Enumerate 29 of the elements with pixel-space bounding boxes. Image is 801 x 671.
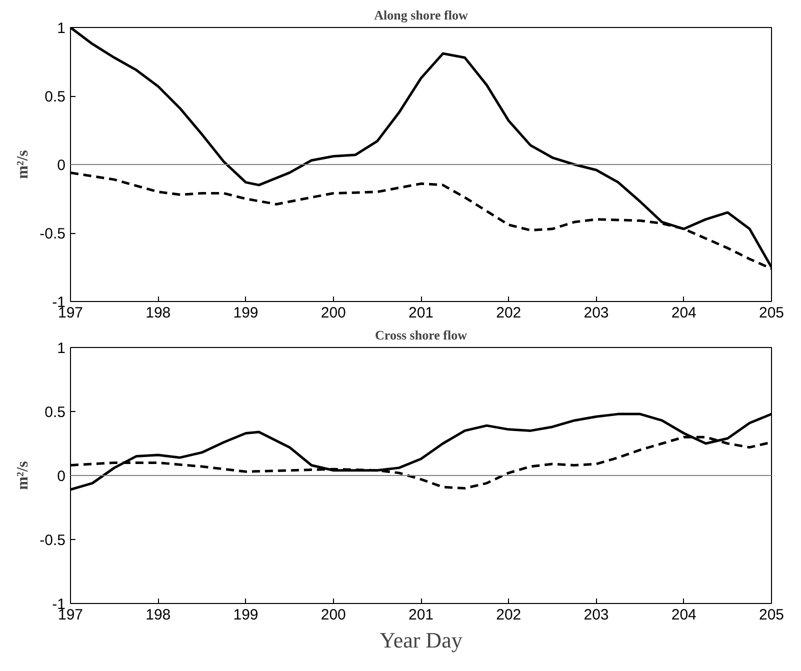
y-tick-label: 1 (57, 20, 66, 37)
x-tick-label: 204 (671, 606, 696, 624)
x-tick-label: 200 (320, 606, 346, 624)
y-tick-label: -0.5 (40, 226, 66, 242)
y-tick-label: 0 (57, 468, 66, 485)
y-tick-label: 1 (57, 340, 66, 357)
x-tick-label: 202 (496, 304, 522, 322)
x-tick-label: 199 (233, 304, 258, 322)
y-tick-label: 0.5 (44, 88, 66, 106)
y-axis-title: m²/s (14, 150, 32, 179)
y-tick-label: 0 (57, 157, 66, 174)
x-tick-label: 198 (146, 304, 171, 322)
y-tick-label: 0.5 (44, 404, 66, 421)
x-tick-label: 205 (758, 606, 784, 624)
x-tick-label: 200 (320, 304, 346, 322)
x-tick-label: 198 (146, 606, 171, 624)
y-tick-label: -0.5 (40, 532, 66, 549)
x-tick-label: 205 (758, 304, 784, 322)
y-axis-title: m²/s (14, 461, 32, 490)
x-tick-label: 201 (408, 304, 434, 322)
chart-title: Along shore flow (374, 8, 468, 22)
x-tick-label: 203 (584, 606, 609, 624)
x-tick-label: 202 (496, 606, 522, 624)
x-axis-title: Year Day (380, 628, 462, 652)
chart-title: Cross shore flow (375, 328, 468, 342)
x-tick-label: 203 (584, 304, 609, 322)
x-tick-label: 204 (671, 304, 696, 322)
x-tick-label: 199 (233, 606, 258, 624)
x-tick-label: 201 (408, 606, 434, 624)
